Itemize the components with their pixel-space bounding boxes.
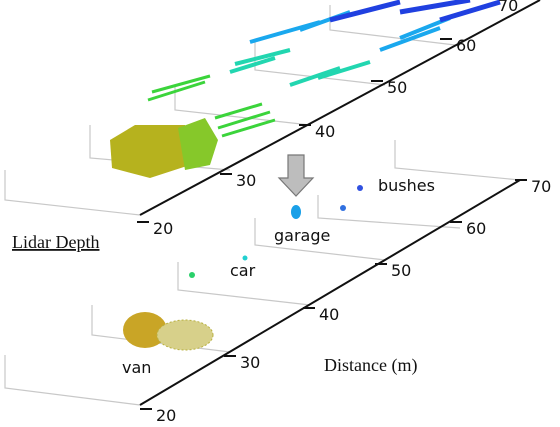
tick-label: 20 xyxy=(153,219,173,238)
tick-label: 60 xyxy=(466,219,486,238)
object-label: car xyxy=(230,261,256,280)
tick-label: 50 xyxy=(387,78,407,97)
tick-label: 30 xyxy=(236,171,256,190)
panel-label: Lidar Depth xyxy=(12,232,99,252)
top-point-clouds xyxy=(110,0,500,178)
tick-label: 40 xyxy=(315,122,335,141)
tick-label: 70 xyxy=(531,177,551,196)
object-label: van xyxy=(122,358,151,377)
tick-label: 40 xyxy=(319,305,339,324)
tick-label: 70 xyxy=(498,0,518,15)
tick-label: 20 xyxy=(156,406,176,425)
tick-label: 50 xyxy=(391,261,411,280)
axis-label: Distance (m) xyxy=(324,355,417,376)
object-label: bushes xyxy=(378,176,435,195)
bottom-planes xyxy=(5,140,520,405)
object-label: garage xyxy=(274,226,330,245)
figure: Lidar Depth bushes garage car van Distan… xyxy=(0,0,560,427)
tick-label: 30 xyxy=(240,353,260,372)
top-axis xyxy=(140,0,540,215)
arrow xyxy=(279,155,313,196)
tick-label: 60 xyxy=(456,36,476,55)
